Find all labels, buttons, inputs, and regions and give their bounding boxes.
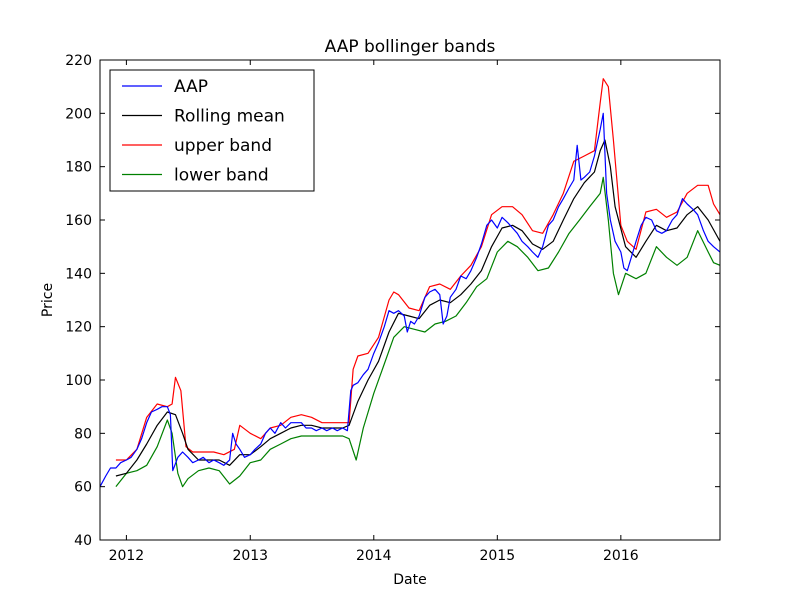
y-tick-label: 40 [74, 533, 92, 549]
y-tick-label: 60 [74, 480, 92, 496]
x-axis-label: Date [393, 572, 426, 588]
series-line-rolling-mean [115, 139, 720, 477]
series-line-aap [100, 112, 720, 487]
x-tick-label: 2014 [356, 548, 392, 564]
y-axis-label: Price [40, 283, 56, 317]
series-layer [100, 78, 720, 488]
y-tick-label: 160 [65, 213, 92, 229]
plot-frame [99, 59, 721, 541]
y-tick-label: 200 [65, 106, 92, 122]
y-tick-label: 120 [65, 320, 92, 336]
series-line-upper-band [115, 78, 720, 461]
y-tick-label: 180 [65, 160, 92, 176]
legend-label: lower band [174, 166, 269, 186]
x-tick-label: 2016 [603, 548, 639, 564]
x-tick-label: 2015 [479, 548, 515, 564]
y-axis: 40 60 80 100 120 140 160 180 200 220 [65, 53, 720, 549]
legend-label: Rolling mean [174, 107, 285, 127]
x-tick-label: 2013 [232, 548, 268, 564]
y-tick-label: 80 [74, 426, 92, 442]
chart-title: AAP bollinger bands [325, 37, 496, 57]
x-axis: 2012 2013 2014 2015 2016 [109, 60, 639, 564]
series-line-lower-band [115, 176, 720, 488]
legend-label: AAP [174, 77, 208, 97]
x-tick-label: 2012 [109, 548, 145, 564]
y-tick-label: 100 [65, 373, 92, 389]
legend: AAP Rolling mean upper band lower band [109, 69, 315, 192]
y-tick-label: 220 [65, 53, 92, 69]
legend-label: upper band [174, 136, 272, 156]
legend-box [109, 69, 315, 192]
y-tick-label: 140 [65, 266, 92, 282]
